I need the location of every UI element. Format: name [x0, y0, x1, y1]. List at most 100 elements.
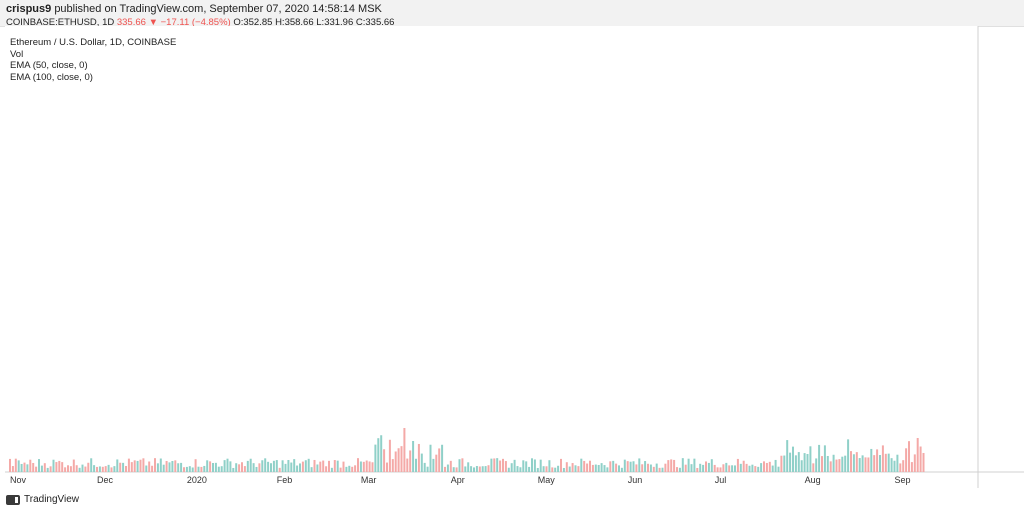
volume-bar: [545, 466, 548, 472]
tradingview-logo[interactable]: TradingView: [6, 494, 79, 505]
volume-bar: [771, 465, 774, 472]
volume-bar: [896, 454, 899, 472]
volume-bar: [589, 460, 591, 472]
volume-bar: [525, 461, 528, 472]
volume-bar: [278, 467, 281, 472]
x-tick-label: 2020: [187, 475, 207, 485]
volume-bar: [884, 453, 887, 472]
volume-bar: [11, 466, 14, 472]
volume-bar: [209, 461, 212, 472]
volume-bar: [345, 466, 348, 472]
volume-bar: [75, 465, 78, 472]
volume-bar: [548, 460, 551, 472]
plot-area[interactable]: [5, 26, 978, 472]
x-tick-label: Jun: [628, 475, 643, 485]
volume-bar: [562, 467, 565, 472]
volume-bar: [142, 458, 145, 472]
volume-bar: [156, 463, 159, 472]
volume-bar: [818, 444, 821, 472]
volume-bar: [658, 467, 661, 472]
volume-bar: [185, 466, 188, 472]
volume-bar: [748, 465, 751, 472]
volume-bar: [676, 467, 678, 472]
volume-bar: [415, 458, 417, 472]
volume-bar: [72, 459, 75, 472]
volume-bar: [864, 457, 867, 472]
legend-ema50[interactable]: EMA (50, close, 0): [10, 60, 88, 71]
volume-bar: [481, 466, 484, 472]
volume-bar: [403, 428, 406, 472]
volume-bar: [374, 444, 377, 472]
volume-bar: [432, 458, 435, 472]
volume-bar: [867, 457, 870, 472]
volume-bar: [693, 458, 696, 472]
volume-bar: [507, 467, 510, 472]
volume-bar: [861, 455, 864, 472]
x-tick-label: Jul: [715, 475, 727, 485]
volume-bar: [14, 458, 17, 472]
volume-bar: [490, 458, 493, 472]
volume-bar: [844, 455, 847, 472]
x-tick-label: Aug: [805, 475, 821, 485]
volume-bar: [710, 459, 713, 472]
volume-bar: [821, 456, 823, 472]
volume-bar: [194, 459, 197, 472]
volume-bar: [673, 459, 676, 472]
volume-bar: [577, 466, 580, 472]
volume-bar: [420, 453, 423, 472]
symbol-name: COINBASE:ETHUSD, 1D: [6, 17, 115, 28]
volume-bar: [487, 465, 490, 472]
volume-bar: [171, 461, 174, 472]
legend-vol[interactable]: Vol: [10, 48, 24, 60]
volume-bar: [910, 462, 913, 472]
volume-bar: [20, 463, 23, 472]
volume-bar: [394, 451, 397, 472]
volume-bar: [203, 465, 206, 472]
price-change: −17.11 (−4.85%): [160, 17, 231, 28]
volume-bar: [139, 459, 142, 472]
volume-bar: [125, 465, 127, 472]
volume-bar: [763, 461, 765, 472]
volume-bar: [333, 460, 336, 472]
volume-bar: [496, 458, 499, 472]
volume-bar: [304, 460, 307, 472]
volume-bar: [536, 467, 539, 472]
volume-bar: [539, 459, 542, 472]
volume-bar: [774, 459, 777, 472]
volume-bar: [168, 462, 171, 472]
author-name[interactable]: crispus9: [6, 3, 52, 15]
price-chart[interactable]: 600.00520.00445.00385.00345.00305.00265.…: [0, 26, 1024, 514]
volume-bar: [881, 445, 884, 472]
volume-bar: [336, 460, 339, 472]
volume-bar: [299, 463, 301, 472]
volume-bar: [702, 464, 705, 472]
volume-bar: [438, 448, 441, 472]
volume-bar: [241, 462, 243, 472]
volume-bar: [873, 455, 876, 472]
volume-bar: [707, 462, 710, 472]
volume-bar: [17, 460, 20, 472]
volume-bar: [664, 463, 667, 472]
volume-bar: [751, 464, 754, 472]
close-value: C:335.66: [355, 17, 395, 28]
volume-bar: [371, 462, 374, 472]
volume-bar: [458, 459, 461, 472]
volume-bar: [606, 467, 609, 472]
volume-bar: [478, 466, 481, 472]
volume-bar: [792, 446, 794, 472]
volume-bar: [81, 464, 84, 472]
volume-bar: [87, 462, 90, 472]
volume-bar: [400, 446, 403, 472]
volume-bar: [188, 466, 191, 472]
volume-bar: [806, 454, 809, 472]
volume-bar: [270, 463, 272, 472]
volume-bar: [93, 465, 96, 472]
symbol-info: COINBASE:ETHUSD, 1D 335.66 ▼ −17.11 (−4.…: [6, 17, 394, 28]
volume-bar: [826, 455, 829, 472]
legend-ema100[interactable]: EMA (100, close, 0): [10, 71, 93, 83]
volume-bar: [803, 453, 806, 472]
volume-bar: [35, 466, 38, 472]
volume-bar: [290, 462, 293, 472]
volume-bar: [528, 466, 531, 472]
volume-bar: [858, 458, 861, 472]
